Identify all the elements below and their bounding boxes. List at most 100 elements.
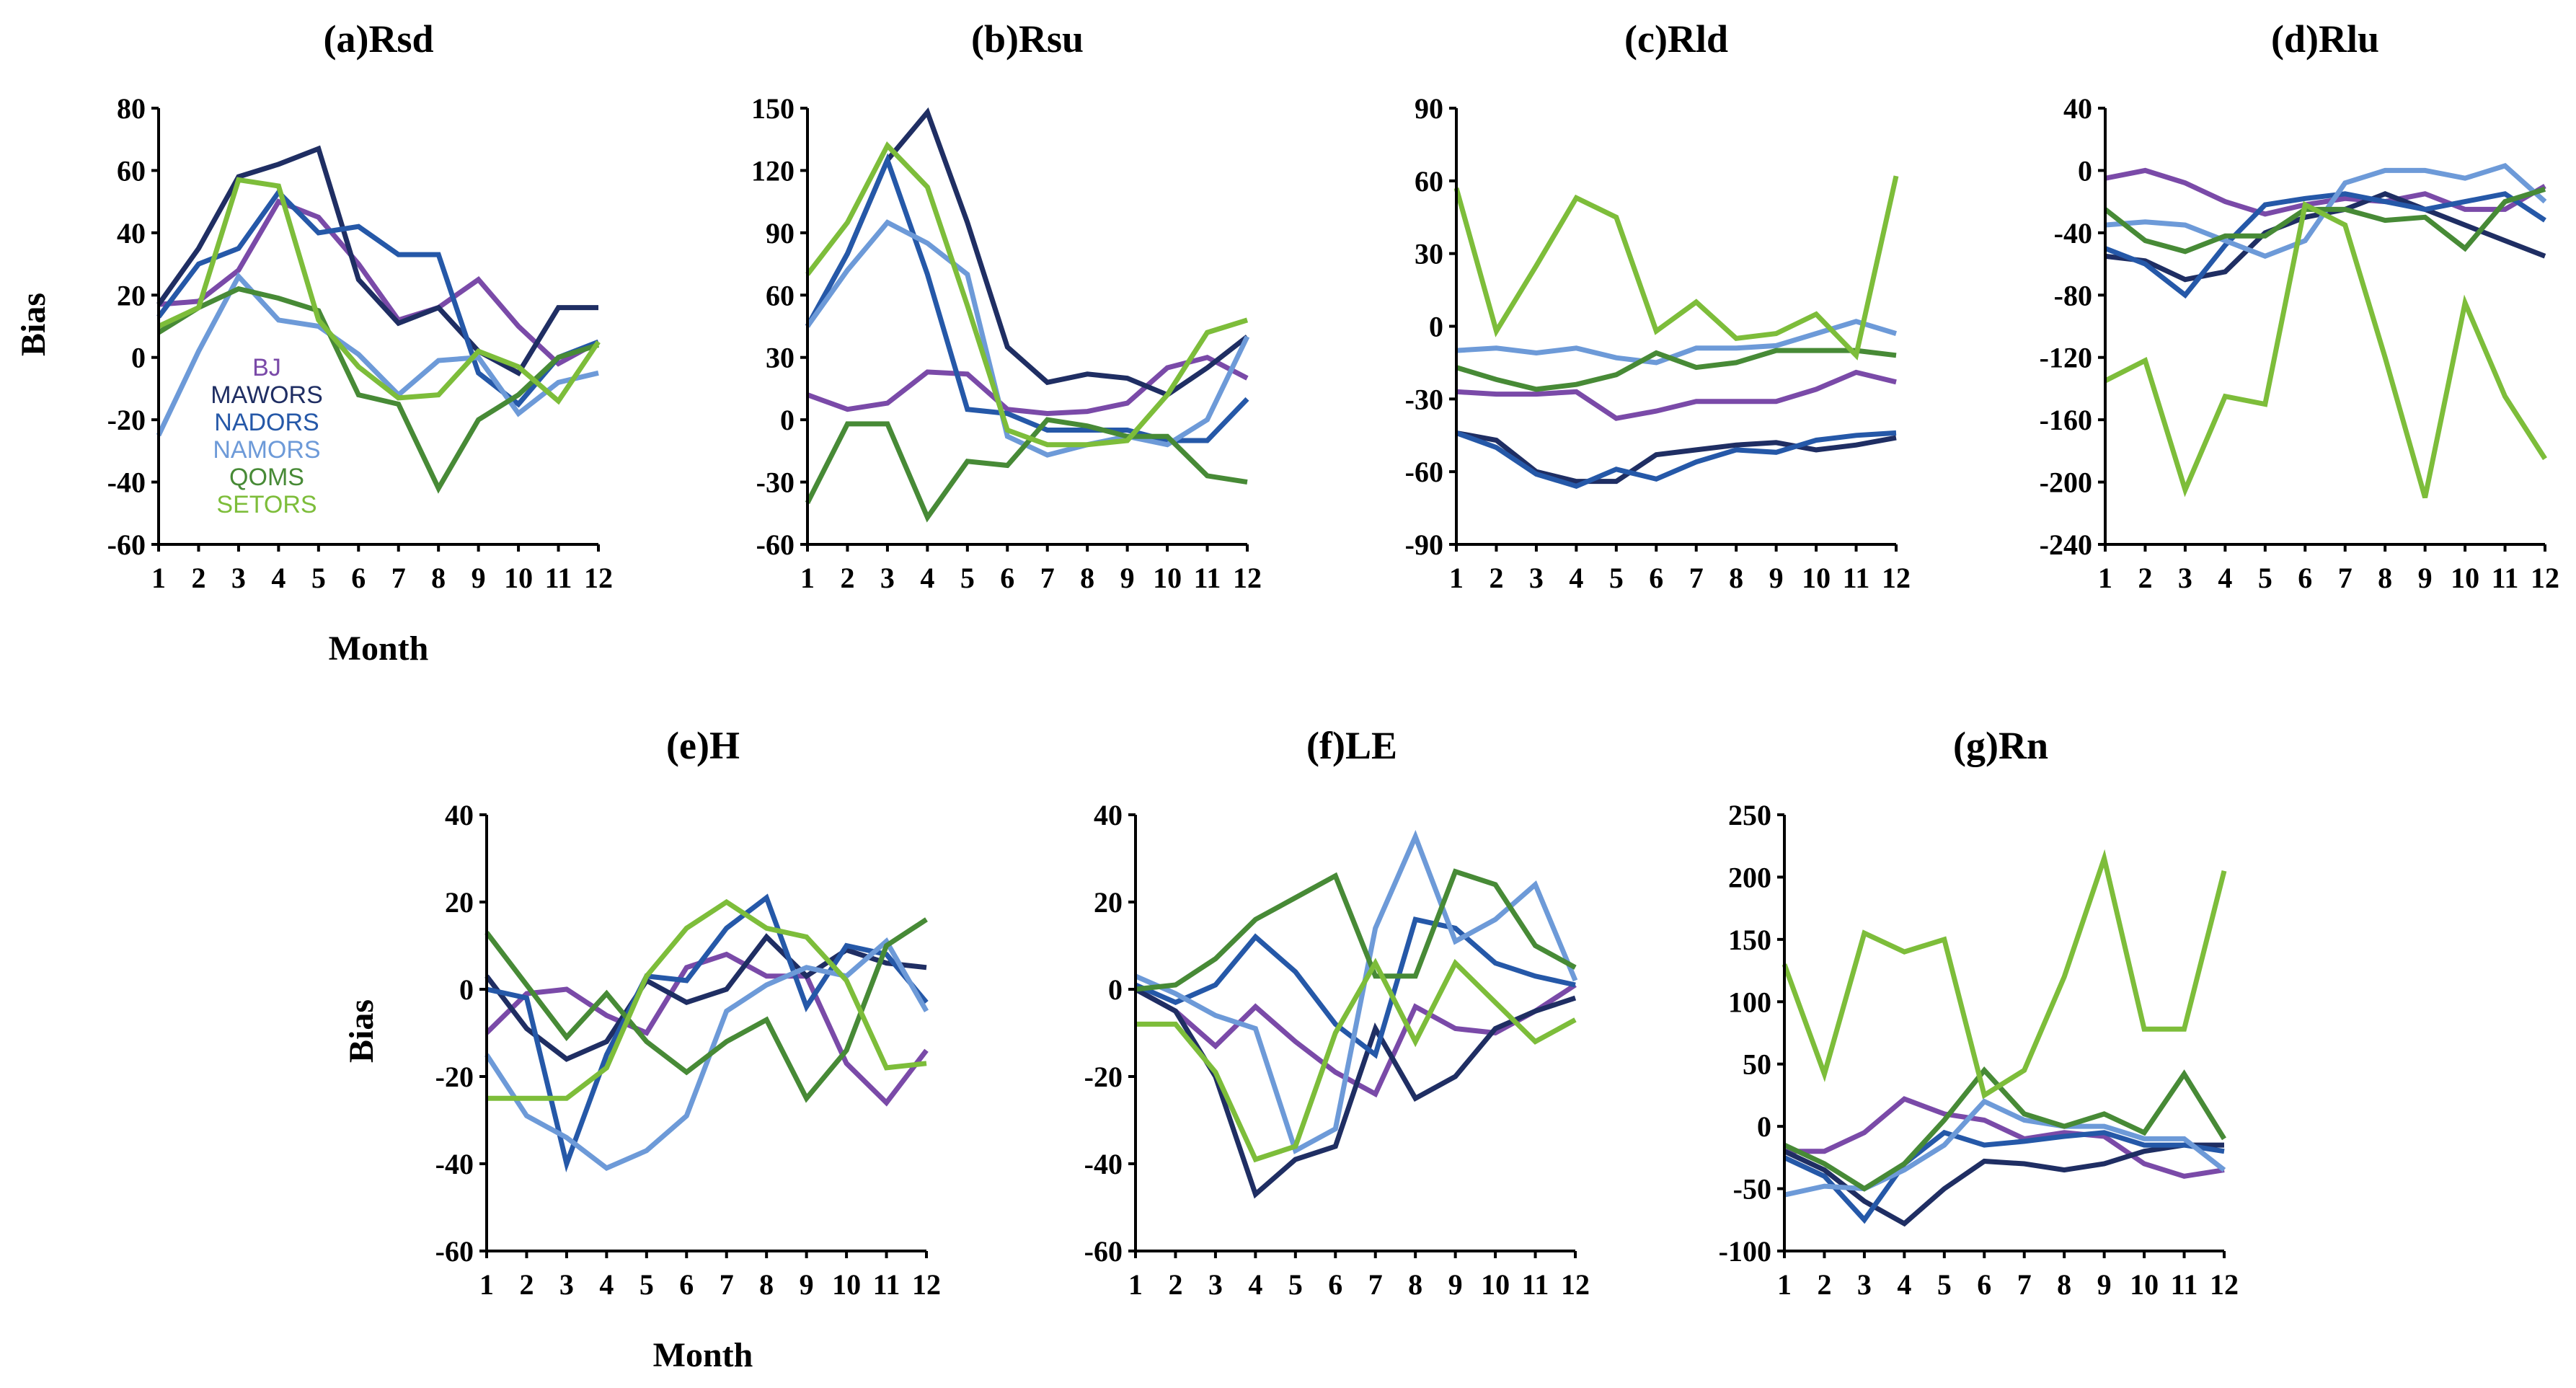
x-tick-label-le: 12 [1561,1268,1590,1301]
series-line-rsd-namors [156,272,599,437]
x-tick-label-rld: 10 [1802,562,1831,594]
y-tick-label-h: 40 [445,799,474,831]
x-tick-label-rsu: 6 [1000,562,1014,594]
series-line-rsd-qoms [157,286,600,494]
panel-rsd: (a)Rsd Month Bias BJ MAWORS NADORS NAMOR… [14,17,613,668]
x-tick-label-rsu: 10 [1153,562,1182,594]
x-tick-label-rlu: 4 [2218,562,2232,594]
y-tick-label-le: 0 [1108,973,1123,1006]
x-tick-label-rsd: 4 [271,562,286,594]
x-tick-label-rld: 12 [1882,562,1911,594]
legend-label-setors: SETORS [216,491,317,518]
y-tick-label-rsd: 20 [117,279,146,311]
x-tick-label-rlu: 12 [2531,562,2559,594]
x-tick-label-rlu: 1 [2098,562,2112,594]
legend-label-qoms: QOMS [229,464,304,491]
x-tick-label-h: 2 [519,1268,534,1301]
x-tick-label-rld: 9 [1769,562,1784,594]
x-tick-label-rsu: 7 [1040,562,1055,594]
y-tick-label-rld: 0 [1429,311,1443,343]
x-tick-label-h: 5 [639,1268,654,1301]
x-tick-label-rn: 12 [2210,1268,2239,1301]
x-tick-label-rlu: 3 [2178,562,2192,594]
series-line-rld-setors [1453,175,1899,361]
x-tick-label-h: 10 [832,1268,861,1301]
series-line-rlu-bj [2104,167,2546,217]
y-tick-label-rld: -60 [1405,456,1443,488]
x-tick-label-rld: 4 [1569,562,1583,594]
y-tick-label-rsd: -40 [107,467,146,499]
title-h: (e)H [666,724,740,767]
y-tick-label-rsu: 120 [751,154,795,187]
x-tick-label-h: 1 [479,1268,494,1301]
legend-label-namors: NAMORS [213,436,320,464]
series-line-rlu-nadors [2104,191,2546,299]
x-tick-label-rlu: 8 [2378,562,2392,594]
x-tick-label-rld: 1 [1449,562,1464,594]
series-line-rsu-nadors [805,153,1249,443]
x-tick-label-rsu: 1 [800,562,815,594]
x-tick-label-rn: 6 [1977,1268,1991,1301]
x-tick-label-rsu: 8 [1080,562,1094,594]
series-line-rlu-mawors [2104,191,2546,283]
x-tick-label-h: 3 [559,1268,574,1301]
y-tick-label-rsu: 0 [780,404,795,436]
series-line-rsu-qoms [805,417,1248,523]
series-line-rld-mawors [1456,430,1897,485]
y-tick-label-h: -20 [435,1061,474,1093]
series-line-rn-namors [1784,1098,2226,1198]
y-tick-label-rsu: 150 [751,92,795,125]
y-tick-label-rn: 100 [1728,986,1771,1018]
series-line-rsd-bj [158,198,600,367]
x-tick-label-rn: 5 [1937,1268,1952,1301]
y-tick-label-h: 0 [459,973,474,1006]
series-line-rn-qoms [1783,1066,2226,1192]
x-tick-label-h: 12 [912,1268,941,1301]
x-tick-label-rsd: 12 [584,562,613,594]
series-line-rsd-mawors [156,145,598,376]
y-tick-label-rsu: -30 [756,467,795,499]
x-tick-label-rlu: 6 [2298,562,2312,594]
series-line-rn-mawors [1783,1142,2224,1227]
x-tick-label-rld: 5 [1609,562,1624,594]
x-tick-label-rn: 10 [2130,1268,2159,1301]
x-tick-label-rsd: 2 [191,562,205,594]
y-tick-label-rlu: 0 [2078,154,2092,187]
series-line-rn-bj [1784,1096,2225,1179]
x-tick-label-le: 3 [1208,1268,1223,1301]
y-tick-label-h: -60 [435,1235,474,1268]
ylabel-h: Bias [342,999,381,1063]
series-line-rld-nadors [1455,430,1897,490]
series-line-h-nadors [486,893,929,1173]
x-tick-label-rsd: 3 [231,562,246,594]
x-tick-label-rn: 3 [1857,1268,1872,1301]
x-tick-label-rsd: 7 [391,562,406,594]
y-tick-label-rsd: 80 [117,92,146,125]
y-tick-label-rsd: 0 [131,342,146,374]
x-tick-label-rn: 8 [2057,1268,2071,1301]
x-tick-label-rlu: 2 [2138,562,2152,594]
y-tick-label-rsd: 60 [117,154,146,187]
y-tick-label-rlu: 40 [2063,92,2092,125]
title-rsu: (b)Rsu [971,17,1084,61]
y-tick-label-le: -60 [1084,1235,1123,1268]
x-tick-label-rld: 3 [1529,562,1544,594]
x-tick-label-rn: 7 [2017,1268,2032,1301]
y-tick-label-le: -40 [1084,1148,1123,1180]
x-tick-label-le: 9 [1448,1268,1463,1301]
y-tick-label-le: -20 [1084,1061,1123,1093]
series-line-rsd-nadors [156,188,600,408]
x-tick-label-h: 11 [873,1268,900,1301]
y-tick-label-h: 20 [445,886,474,919]
x-tick-label-rlu: 11 [2492,562,2519,594]
y-tick-label-rsd: -60 [107,529,146,561]
series-line-le-setors [1136,958,1577,1163]
y-tick-label-rn: 250 [1728,799,1771,831]
y-tick-label-rn: -100 [1719,1235,1771,1268]
